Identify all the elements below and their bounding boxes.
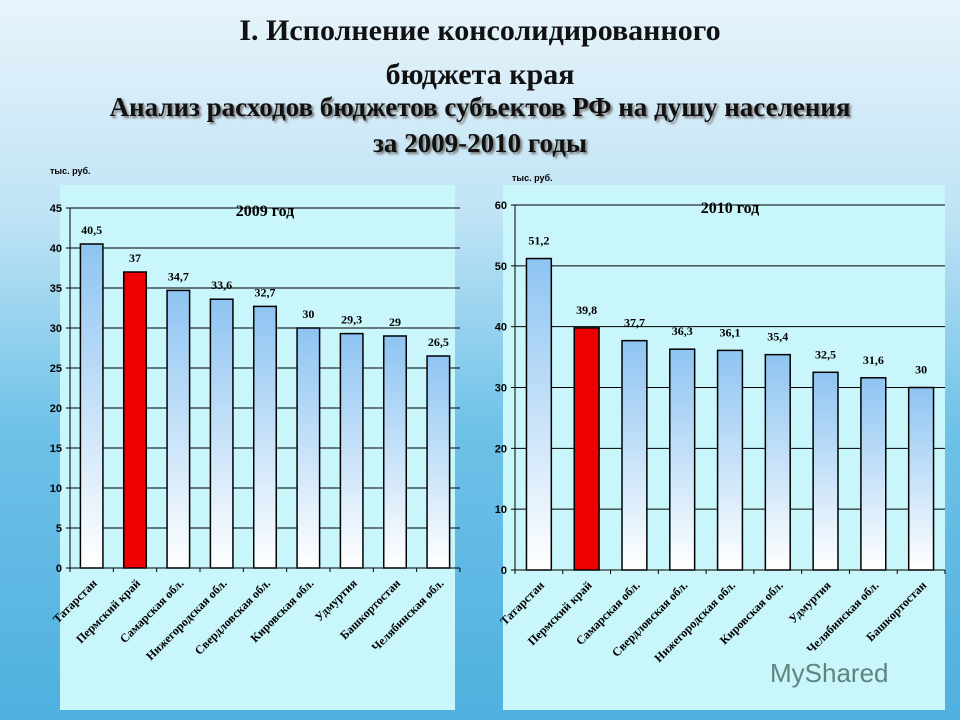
title-line-2: бюджета края <box>385 58 575 91</box>
bar <box>166 289 191 569</box>
subtitle-line-1: Анализ расходов бюджетов субъектов РФ на… <box>109 92 851 122</box>
y-tick-label: 10 <box>50 483 62 495</box>
data-label: 35,4 <box>767 330 788 344</box>
bar <box>812 371 839 571</box>
y-tick-label: 25 <box>50 363 62 375</box>
data-label: 37,7 <box>624 316 645 330</box>
bar <box>716 349 744 571</box>
y-tick-label: 60 <box>495 200 507 212</box>
data-label: 34,7 <box>168 269 189 283</box>
y-tick-label: 5 <box>56 523 62 535</box>
subtitle-line-2: за 2009-2010 годы <box>373 128 587 158</box>
bar <box>669 348 696 571</box>
bar <box>79 243 104 569</box>
bar <box>764 353 791 571</box>
data-label: 30 <box>302 307 314 321</box>
bar <box>907 386 935 571</box>
y-tick-label: 35 <box>50 283 62 295</box>
y-tick-label: 15 <box>50 443 62 455</box>
data-label: 33,6 <box>211 278 232 292</box>
y-tick-label: 30 <box>50 323 62 335</box>
bar <box>339 332 364 569</box>
bar <box>209 298 234 569</box>
bar <box>296 327 321 569</box>
data-label: 32,7 <box>255 285 276 299</box>
unit-label-2009: тыс. руб. <box>50 166 91 176</box>
data-label: 29 <box>389 315 401 329</box>
bar <box>252 305 278 569</box>
y-tick-label: 40 <box>50 243 62 255</box>
bar <box>860 377 887 571</box>
data-label: 40,5 <box>81 223 102 237</box>
y-tick-label: 50 <box>495 261 507 273</box>
chart-title: 2010 год <box>701 200 760 217</box>
bar <box>525 257 553 571</box>
bar <box>621 339 648 571</box>
y-tick-label: 45 <box>50 203 62 215</box>
unit-label-2010: тыс. руб. <box>512 173 553 183</box>
y-tick-label: 20 <box>495 443 507 455</box>
y-tick-label: 0 <box>501 565 507 577</box>
watermark: MyShared <box>770 658 889 688</box>
data-label: 51,2 <box>528 234 549 248</box>
bar <box>382 335 408 569</box>
y-tick-label: 40 <box>495 322 507 334</box>
title-line-1: I. Исполнение консолидированного <box>239 14 721 47</box>
data-label: 29,3 <box>341 313 362 327</box>
y-tick-label: 30 <box>495 383 507 395</box>
data-label: 26,5 <box>428 335 449 349</box>
data-label: 36,1 <box>720 325 741 339</box>
data-label: 30 <box>915 363 927 377</box>
y-tick-label: 0 <box>56 563 62 575</box>
data-label: 39,8 <box>576 303 597 317</box>
y-tick-label: 10 <box>495 504 507 516</box>
bar <box>426 355 451 569</box>
data-label: 37 <box>129 251 141 265</box>
data-label: 31,6 <box>863 353 884 367</box>
bar <box>573 327 600 571</box>
bar <box>122 271 148 569</box>
y-tick-label: 20 <box>50 403 62 415</box>
data-label: 32,5 <box>815 347 836 361</box>
data-label: 36,3 <box>672 324 693 338</box>
chart-title: 2009 год <box>236 203 295 220</box>
